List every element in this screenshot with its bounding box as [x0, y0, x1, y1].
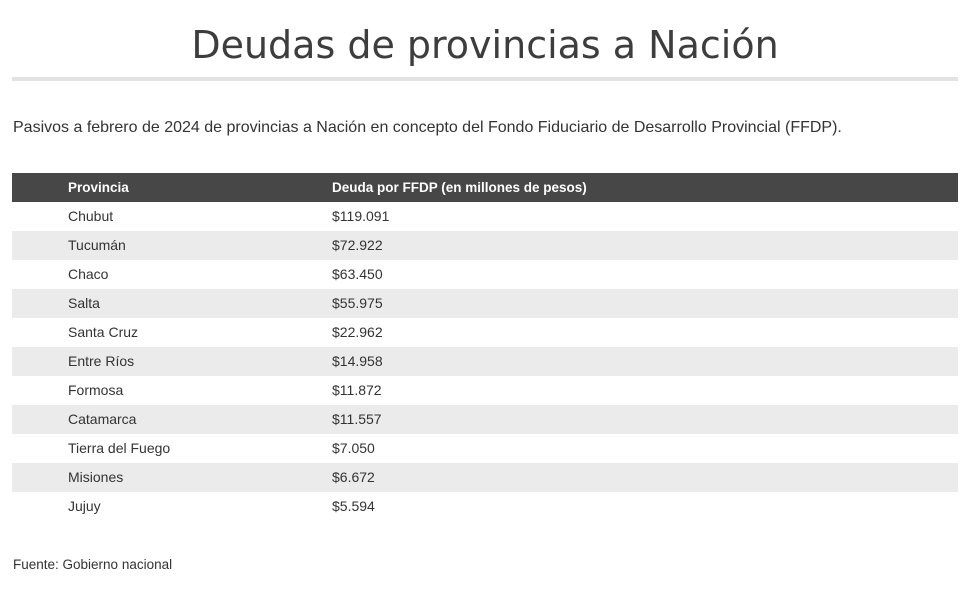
debt-table: Provincia Deuda por FFDP (en millones de… — [12, 173, 958, 521]
province-name-cell: Catamarca — [68, 411, 137, 427]
debt-amount-cell: $7.050 — [332, 440, 375, 456]
debt-amount-cell: $14.958 — [332, 353, 383, 369]
table-row: Santa Cruz $22.962 — [12, 318, 958, 347]
province-name-cell: Chaco — [68, 266, 109, 282]
table-body: Chubut $119.091 Tucumán $72.922 Chaco $63.450… — [12, 202, 958, 521]
chart-subtitle: Pasivos a febrero de 2024 de provincias … — [13, 119, 842, 136]
debt-amount-cell: $6.672 — [332, 469, 375, 485]
province-name-cell: Chubut — [68, 208, 114, 224]
table-row: Tucumán $72.922 — [12, 231, 958, 260]
source-note: Fuente: Gobierno nacional — [13, 557, 173, 572]
debt-amount-cell: $63.450 — [332, 266, 383, 282]
province-name-cell: Tucumán — [68, 237, 126, 253]
table-row: Salta $55.975 — [12, 289, 958, 318]
province-name-cell: Salta — [68, 295, 100, 311]
column-header-deuda: Deuda por FFDP (en millones de pesos) — [332, 180, 587, 195]
table-row: Tierra del Fuego $7.050 — [12, 434, 958, 463]
title-divider — [12, 77, 958, 81]
table-row: Formosa $11.872 — [12, 376, 958, 405]
province-name-cell: Santa Cruz — [68, 324, 139, 340]
table-row: Catamarca $11.557 — [12, 405, 958, 434]
table-header-row: Provincia Deuda por FFDP (en millones de… — [12, 173, 958, 202]
table-row: Misiones $6.672 — [12, 463, 958, 492]
province-name-cell: Misiones — [68, 469, 124, 485]
table-row: Chaco $63.450 — [12, 260, 958, 289]
chart-title: Deudas de provincias a Nación — [191, 23, 779, 67]
province-name-cell: Formosa — [68, 382, 124, 398]
table-row: Entre Ríos $14.958 — [12, 347, 958, 376]
province-name-cell: Tierra del Fuego — [68, 440, 171, 456]
province-name-cell: Entre Ríos — [68, 353, 135, 369]
province-name-cell: Jujuy — [68, 498, 101, 514]
debt-amount-cell: $119.091 — [332, 208, 390, 224]
debt-amount-cell: $11.557 — [332, 411, 382, 427]
debt-amount-cell: $5.594 — [332, 498, 375, 514]
debt-amount-cell: $22.962 — [332, 324, 383, 340]
debt-amount-cell: $72.922 — [332, 237, 383, 253]
column-header-provincia: Provincia — [68, 180, 129, 195]
table-row: Chubut $119.091 — [12, 202, 958, 231]
debt-amount-cell: $11.872 — [332, 382, 382, 398]
debt-amount-cell: $55.975 — [332, 295, 383, 311]
table-row: Jujuy $5.594 — [12, 492, 958, 521]
